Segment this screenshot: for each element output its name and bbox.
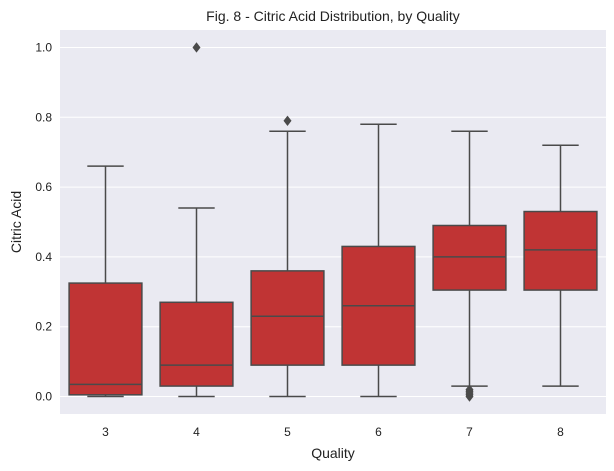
x-tick-label: 7 — [466, 425, 473, 439]
y-tick-labels: 0.0 0.2 0.4 0.6 0.8 1.0 — [35, 40, 52, 403]
box-3 — [68, 165, 143, 398]
iqr-box — [68, 282, 143, 396]
plot-background — [60, 30, 606, 414]
iqr-box — [250, 270, 325, 366]
y-tick-label: 0.6 — [35, 180, 52, 194]
x-tick-labels: 3 4 5 6 7 8 — [102, 425, 564, 439]
x-tick-label: 5 — [284, 425, 291, 439]
iqr-box — [159, 301, 234, 387]
outlier-point — [192, 42, 201, 53]
y-tick-label: 0.2 — [35, 320, 52, 334]
box-7 — [432, 130, 507, 402]
boxes-group — [68, 42, 598, 402]
iqr-box — [523, 210, 598, 291]
outlier-point — [283, 115, 292, 126]
box-8 — [523, 144, 598, 387]
y-tick-label: 0.4 — [35, 250, 52, 264]
x-tick-label: 4 — [193, 425, 200, 439]
chart-title: Fig. 8 - Citric Acid Distribution, by Qu… — [206, 8, 460, 24]
x-axis-label: Quality — [311, 445, 355, 461]
x-tick-label: 8 — [557, 425, 564, 439]
x-tick-label: 6 — [375, 425, 382, 439]
y-axis-label: Citric Acid — [8, 191, 24, 253]
box-5 — [250, 115, 325, 398]
grid-lines — [60, 46, 606, 398]
iqr-box — [432, 224, 507, 291]
y-tick-label: 1.0 — [35, 40, 52, 54]
x-tick-label: 3 — [102, 425, 109, 439]
outlier-point — [465, 384, 474, 395]
y-tick-label: 0.0 — [35, 390, 52, 404]
box-4 — [159, 42, 234, 398]
y-tick-label: 0.8 — [35, 110, 52, 124]
box-6 — [341, 123, 416, 398]
